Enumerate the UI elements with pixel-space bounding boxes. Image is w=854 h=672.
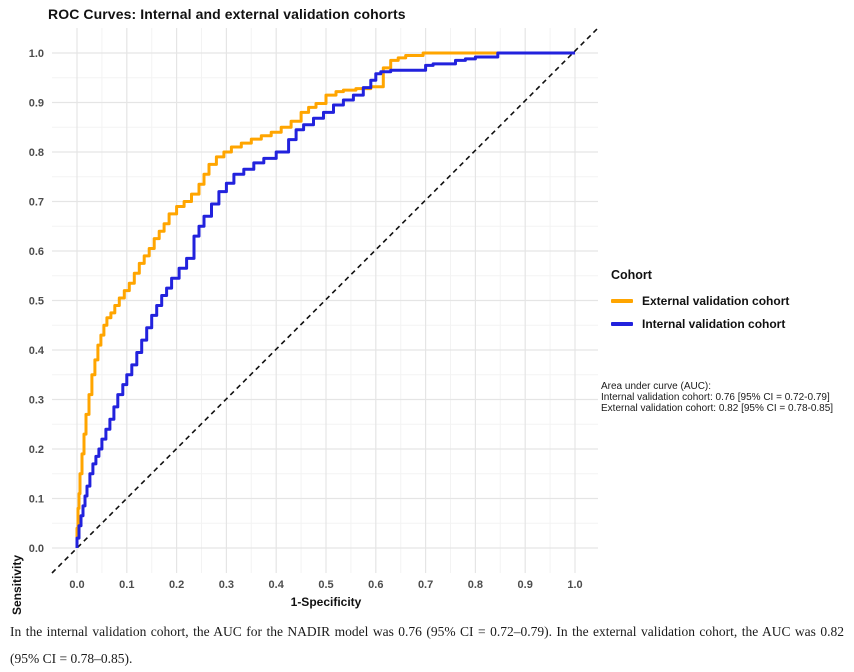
legend-item-external: External validation cohort bbox=[611, 294, 789, 308]
x-tick-label: 0.5 bbox=[318, 579, 333, 591]
y-tick-label: 0.4 bbox=[29, 345, 45, 357]
figure-caption: In the internal validation cohort, the A… bbox=[10, 624, 844, 666]
x-tick-label: 0.8 bbox=[468, 579, 483, 591]
y-tick-label: 1.0 bbox=[29, 48, 44, 60]
y-tick-label: 0.7 bbox=[29, 197, 44, 209]
legend-item-internal: Internal validation cohort bbox=[611, 317, 789, 331]
legend-title: Cohort bbox=[611, 268, 652, 282]
auc-annotation: Area under curve (AUC): Internal validat… bbox=[601, 381, 833, 414]
x-tick-label: 0.4 bbox=[269, 579, 285, 591]
external-curve-swatch-icon bbox=[611, 299, 633, 303]
legend-item-label: Internal validation cohort bbox=[642, 317, 786, 331]
x-tick-label: 0.0 bbox=[69, 579, 84, 591]
roc-chart-svg: 0.0 0.1 0.2 0.3 0.4 0.5 0.6 0.7 0.8 0.9 1.0 0.0 0.1 0… bbox=[29, 27, 599, 591]
x-tick-label: 1.0 bbox=[567, 579, 582, 591]
y-tick-label: 0.0 bbox=[29, 543, 44, 555]
auc-annotation-line: Internal validation cohort: 0.76 [95% CI… bbox=[601, 392, 830, 403]
internal-curve-swatch-icon bbox=[611, 322, 633, 326]
y-tick-label: 0.2 bbox=[29, 444, 44, 456]
y-tick-label: 0.3 bbox=[29, 395, 44, 407]
x-tick-label: 0.2 bbox=[169, 579, 184, 591]
roc-curve-internal bbox=[75, 51, 575, 548]
roc-curve-external bbox=[75, 51, 575, 548]
chart-title: ROC Curves: Internal and external valida… bbox=[48, 6, 406, 22]
y-tick-label: 0.8 bbox=[29, 147, 44, 159]
y-tick-label: 0.9 bbox=[29, 98, 44, 110]
legend-item-label: External validation cohort bbox=[642, 294, 790, 308]
x-tick-label: 0.9 bbox=[518, 579, 533, 591]
y-tick-label: 0.5 bbox=[29, 296, 44, 308]
y-tick-label: 0.6 bbox=[29, 246, 44, 258]
x-axis-title: 1-Specificity bbox=[290, 595, 362, 609]
y-axis-title: Sensitivity bbox=[10, 554, 24, 615]
legend: Cohort External validation cohort Intern… bbox=[611, 268, 789, 340]
auc-annotation-line: Area under curve (AUC): bbox=[601, 381, 712, 392]
y-tick-label: 0.1 bbox=[29, 494, 44, 506]
x-tick-label: 0.7 bbox=[418, 579, 433, 591]
x-tick-label: 0.3 bbox=[219, 579, 234, 591]
x-tick-label: 0.6 bbox=[368, 579, 383, 591]
roc-figure: ROC Curves: Internal and external valida… bbox=[10, 6, 834, 615]
diagonal-reference-line bbox=[51, 27, 599, 574]
auc-annotation-line: External validation cohort: 0.82 [95% CI… bbox=[601, 403, 834, 414]
x-tick-label: 0.1 bbox=[119, 579, 134, 591]
